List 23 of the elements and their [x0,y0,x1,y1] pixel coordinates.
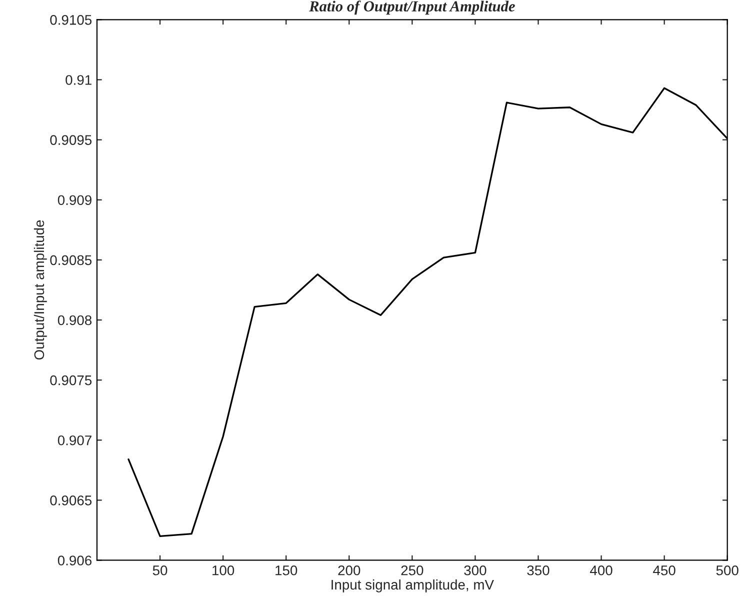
y-tick-label: 0.9105 [50,15,92,25]
y-tick-label: 0.9085 [50,255,92,266]
x-tick-label: 100 [212,565,234,576]
y-tick-label: 0.9075 [50,375,92,386]
x-tick-label: 450 [653,565,676,576]
x-tick-label: 350 [527,565,550,576]
x-tick-label: 250 [401,565,424,576]
y-tick-label: 0.906 [58,556,92,566]
y-tick-label: 0.908 [58,315,92,326]
x-axis-title: Input signal amplitude, mV [332,579,494,592]
y-tick-label: 0.91 [66,75,92,85]
x-tick-label: 150 [276,565,298,576]
y-tick-label: 0.907 [58,435,92,446]
y-tick-label: 0.9095 [50,135,92,145]
x-tick-label: 200 [338,565,360,576]
x-tick-label: 50 [152,565,168,576]
x-tick-label: 300 [464,565,486,576]
y-tick-label: 0.909 [58,195,92,206]
y-axis-title: Output/Input amplitude [34,220,47,360]
x-tick-label: 500 [716,565,738,576]
y-tick-label: 0.9065 [50,496,92,506]
chart-title: Ratio of Output/Input Amplitude [309,0,515,15]
x-tick-label: 400 [590,565,612,576]
